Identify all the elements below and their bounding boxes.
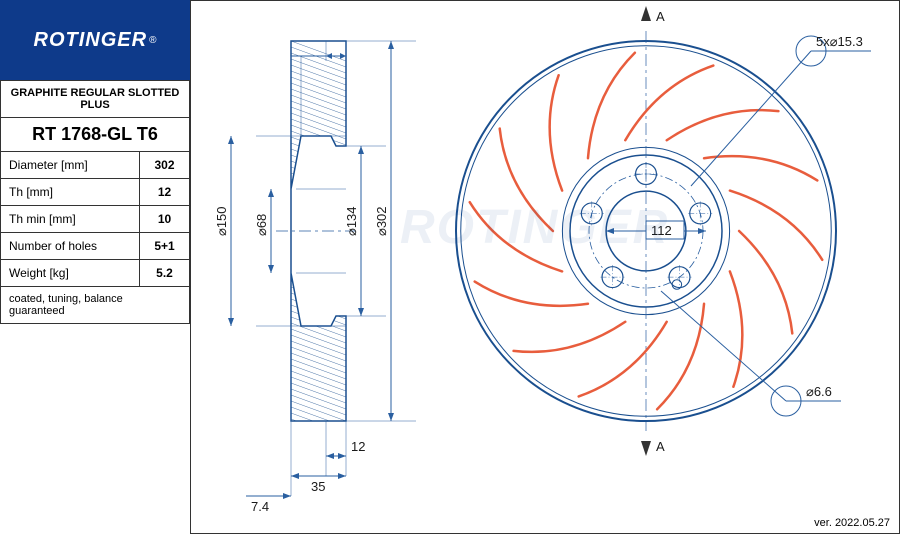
svg-text:12: 12 [351,439,365,454]
top-thickness-dimension [291,41,346,136]
part-number: RT 1768-GL T6 [1,118,190,152]
drawing-area: A A 5x⌀15.3 ⌀6.6 112 [190,0,900,534]
svg-text:35: 35 [311,479,325,494]
svg-text:⌀134: ⌀134 [344,206,359,236]
brand-logo: ROTINGER ® [0,0,190,80]
spec-value: 302 [140,152,190,179]
spec-label: Number of holes [1,233,140,260]
section-mark-bottom: A [641,439,665,456]
svg-text:⌀6.6: ⌀6.6 [806,384,832,399]
technical-drawing: A A 5x⌀15.3 ⌀6.6 112 [191,1,900,535]
svg-text:5x⌀15.3: 5x⌀15.3 [816,34,863,49]
spec-table: GRAPHITE REGULAR SLOTTED PLUS RT 1768-GL… [0,80,190,324]
spec-label: Weight [kg] [1,260,140,287]
spec-notes: coated, tuning, balance guaranteed [1,287,190,324]
svg-text:⌀68: ⌀68 [254,214,269,236]
registered-mark: ® [149,35,156,46]
svg-text:A: A [656,439,665,454]
bottom-dimensions: 12 35 7.4 [246,326,365,514]
spec-label: Th min [mm] [1,206,140,233]
version-label: ver. 2022.05.27 [814,517,890,529]
disc-side-view [256,41,416,439]
svg-text:A: A [656,9,665,24]
spec-label: Diameter [mm] [1,152,140,179]
spec-value: 5+1 [140,233,190,260]
product-line: GRAPHITE REGULAR SLOTTED PLUS [1,81,190,118]
brand-text: ROTINGER [34,29,148,52]
spec-value: 5.2 [140,260,190,287]
svg-text:⌀302: ⌀302 [374,206,389,236]
spec-value: 10 [140,206,190,233]
svg-text:7.4: 7.4 [251,499,269,514]
section-mark-top: A [641,6,665,24]
spec-value: 12 [140,179,190,206]
svg-text:112: 112 [651,223,672,238]
spec-label: Th [mm] [1,179,140,206]
svg-text:⌀150: ⌀150 [214,206,229,236]
